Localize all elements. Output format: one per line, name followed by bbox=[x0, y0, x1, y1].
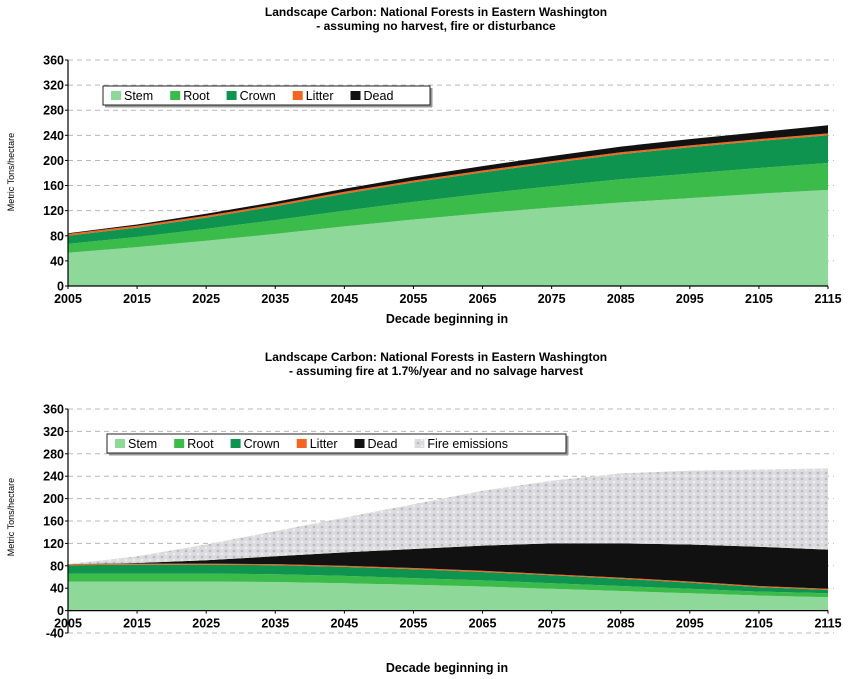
x-tick-label: 2045 bbox=[330, 617, 358, 631]
legend-label-crown: Crown bbox=[244, 437, 280, 451]
legend-label-stem: Stem bbox=[128, 437, 157, 451]
y-tick-label: 280 bbox=[43, 447, 64, 461]
y-tick-label: 0 bbox=[57, 604, 64, 618]
y-tick-label: 40 bbox=[50, 582, 64, 596]
legend: Stem Root Crown Litter Dead Fire emissions bbox=[106, 433, 569, 456]
legend-swatch-stem bbox=[111, 91, 121, 100]
x-tick-label: 2035 bbox=[261, 617, 289, 631]
series-area-crown bbox=[68, 135, 828, 244]
legend-swatch-litter bbox=[296, 439, 307, 448]
series-area-root bbox=[68, 163, 828, 253]
tick-labels: 0 40 80 120 160 200 240 280 320 360 2005 2015 2025 20… bbox=[43, 54, 841, 307]
series-area-crown bbox=[68, 564, 828, 594]
x-tick-label: 2005 bbox=[54, 292, 82, 306]
legend: Stem Root Crown Litter Dead bbox=[102, 85, 433, 108]
legend-swatch-crown bbox=[230, 439, 241, 448]
tick-labels: -40 0 40 80 120 160 200 240 280 320 360 2005 2015 202… bbox=[43, 403, 841, 641]
x-tick-label: 2075 bbox=[538, 617, 566, 631]
chart-fire-no-salvage: Landscape Carbon: National Forests in Ea… bbox=[0, 345, 850, 679]
y-tick-label: 320 bbox=[43, 79, 64, 93]
x-tick-label: 2005 bbox=[54, 617, 82, 631]
series-area-stem bbox=[68, 581, 828, 611]
x-tick-label: 2095 bbox=[676, 292, 704, 306]
x-tick-label: 2065 bbox=[469, 617, 497, 631]
y-axis-label: Metric Tons/hectare bbox=[6, 478, 16, 556]
y-axis-label: Metric Tons/hectare bbox=[6, 133, 16, 211]
y-tick-label: 360 bbox=[43, 403, 64, 417]
y-tick-label: 80 bbox=[50, 229, 64, 243]
y-tick-label: 240 bbox=[43, 470, 64, 484]
legend-label-dead: Dead bbox=[364, 89, 394, 103]
axes bbox=[65, 59, 829, 289]
legend-swatch-dead bbox=[354, 439, 365, 448]
x-tick-label: 2055 bbox=[400, 617, 428, 631]
legend-swatch-crown bbox=[226, 91, 237, 100]
series-area-litter bbox=[68, 133, 828, 236]
x-tick-label: 2105 bbox=[745, 292, 773, 306]
chart-subtitle: - assuming no harvest, fire or disturban… bbox=[316, 19, 556, 33]
area-series bbox=[68, 125, 828, 286]
y-tick-label: 120 bbox=[43, 537, 64, 551]
y-tick-label: 160 bbox=[43, 179, 64, 193]
y-tick-label: 120 bbox=[43, 204, 64, 218]
legend-label-fire-emissions: Fire emissions bbox=[427, 437, 508, 451]
x-tick-label: 2035 bbox=[261, 292, 289, 306]
series-area-stem bbox=[68, 189, 828, 286]
x-tick-label: 2115 bbox=[814, 617, 841, 631]
y-tick-label: 360 bbox=[43, 54, 64, 68]
legend-swatch-dead bbox=[350, 91, 361, 100]
legend-label-litter: Litter bbox=[310, 437, 338, 451]
legend-label-litter: Litter bbox=[306, 89, 334, 103]
legend-swatch-stem bbox=[115, 439, 125, 448]
y-tick-label: 280 bbox=[43, 104, 64, 118]
legend-label-crown: Crown bbox=[240, 89, 276, 103]
y-tick-label: -40 bbox=[46, 627, 64, 641]
legend-swatch-fire-emissions bbox=[414, 439, 425, 448]
legend-swatch-root bbox=[170, 91, 181, 100]
legend-swatch-root bbox=[174, 439, 185, 448]
y-tick-label: 200 bbox=[43, 492, 64, 506]
x-tick-label: 2115 bbox=[814, 292, 841, 306]
area-series bbox=[68, 468, 828, 611]
chart-title: Landscape Carbon: National Forests in Ea… bbox=[265, 350, 607, 364]
x-tick-label: 2085 bbox=[607, 292, 635, 306]
x-tick-label: 2075 bbox=[538, 292, 566, 306]
chart-no-disturbance-svg: Landscape Carbon: National Forests in Ea… bbox=[6, 5, 842, 326]
x-tick-label: 2015 bbox=[123, 617, 151, 631]
x-tick-label: 2015 bbox=[123, 292, 151, 306]
y-tick-label: 160 bbox=[43, 515, 64, 529]
series-area-fire-emissions bbox=[68, 468, 828, 565]
x-axis-label: Decade beginning in bbox=[386, 661, 508, 675]
y-tick-label: 200 bbox=[43, 154, 64, 168]
y-tick-label: 40 bbox=[50, 254, 64, 268]
x-tick-label: 2025 bbox=[192, 617, 220, 631]
legend-box bbox=[106, 433, 567, 454]
legend-label-root: Root bbox=[183, 89, 210, 103]
series-area-dead bbox=[68, 543, 828, 589]
chart-subtitle: - assuming fire at 1.7%/year and no salv… bbox=[289, 364, 583, 378]
x-axis-label: Decade beginning in bbox=[386, 312, 508, 326]
legend-swatch-litter bbox=[292, 91, 303, 100]
chart-fire-no-salvage-svg: Landscape Carbon: National Forests in Ea… bbox=[6, 350, 842, 675]
x-tick-label: 2095 bbox=[676, 617, 704, 631]
x-tick-label: 2105 bbox=[745, 617, 773, 631]
y-tick-label: 80 bbox=[50, 559, 64, 573]
y-tick-label: 0 bbox=[57, 280, 64, 294]
chart-no-disturbance: Landscape Carbon: National Forests in Ea… bbox=[0, 0, 850, 335]
legend-label-root: Root bbox=[187, 437, 214, 451]
legend-label-stem: Stem bbox=[124, 89, 153, 103]
series-area-root bbox=[68, 573, 828, 598]
axes bbox=[65, 408, 829, 634]
y-tick-label: 320 bbox=[43, 425, 64, 439]
legend-box bbox=[102, 85, 431, 106]
x-tick-label: 2025 bbox=[192, 292, 220, 306]
x-tick-label: 2085 bbox=[607, 617, 635, 631]
x-tick-label: 2055 bbox=[400, 292, 428, 306]
legend-label-dead: Dead bbox=[368, 437, 398, 451]
series-area-dead bbox=[68, 125, 828, 234]
chart-title: Landscape Carbon: National Forests in Ea… bbox=[265, 5, 607, 19]
x-tick-label: 2065 bbox=[469, 292, 497, 306]
y-tick-label: 240 bbox=[43, 129, 64, 143]
x-tick-label: 2045 bbox=[330, 292, 358, 306]
